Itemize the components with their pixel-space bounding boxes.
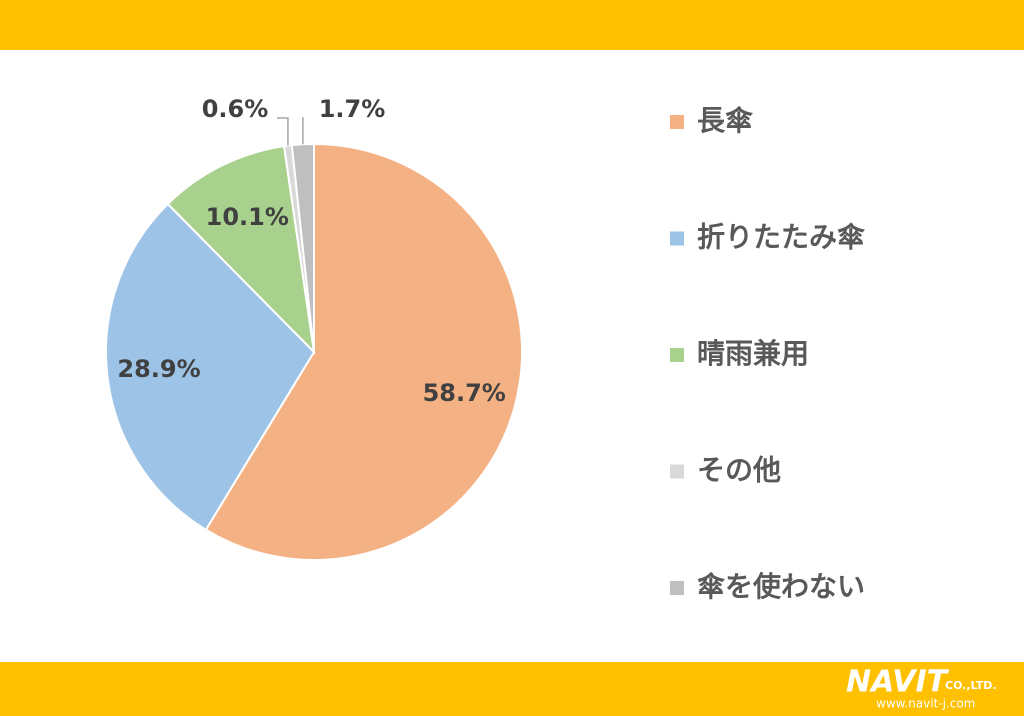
legend-label: 傘を使わない [697, 570, 865, 603]
legend-marker [670, 581, 684, 595]
data-label: 0.6% [202, 95, 269, 123]
data-label: 58.7% [423, 379, 506, 407]
data-label: 10.1% [206, 203, 289, 231]
logo-url: www.navit-j.com [876, 697, 975, 711]
top-bar [0, 0, 1024, 50]
legend-marker [670, 464, 684, 479]
legend-label: 晴雨兼用 [697, 337, 809, 370]
leader-line [302, 117, 304, 145]
logo-suffix: CO.,LTD. [945, 679, 997, 692]
legend-label: 折りたたみ傘 [697, 221, 866, 254]
logo-name: NAVIT [846, 665, 950, 700]
legend-label: 長傘 [697, 104, 754, 137]
data-label: 28.9% [117, 355, 200, 383]
pie-slice [166, 145, 316, 355]
bottom-bar [0, 662, 1024, 716]
leader-line [277, 117, 289, 146]
legend-label: その他 [697, 454, 781, 487]
legend-marker [670, 115, 684, 129]
pie-slice [105, 202, 316, 532]
legend-marker [670, 231, 684, 246]
pie-slice [204, 142, 523, 561]
legend-marker [670, 348, 684, 362]
data-label: 1.7% [319, 95, 386, 123]
